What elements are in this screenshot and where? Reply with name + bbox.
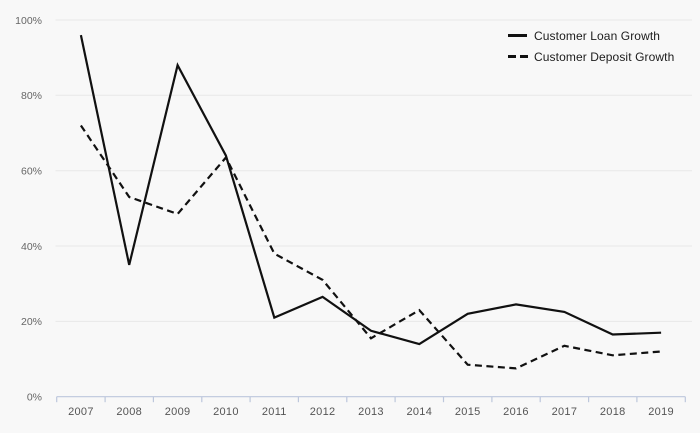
x-axis-tick-label: 2014 [406,406,432,418]
x-axis-tick-label: 2017 [552,406,578,418]
x-axis-tick-label: 2007 [68,406,94,418]
dashed-line-swatch-icon [508,55,528,58]
y-axis-tick-label: 0% [27,392,42,404]
x-axis-tick-label: 2015 [455,406,481,418]
legend-item-loan-growth: Customer Loan Growth [508,26,674,45]
y-axis-tick-label: 40% [21,241,42,253]
legend-label: Customer Deposit Growth [534,49,675,64]
x-axis-tick-label: 2010 [213,406,239,418]
x-axis-tick-label: 2011 [262,406,287,418]
loan-growth-line [79,34,662,346]
solid-line-swatch-icon [508,34,528,37]
legend-label: Customer Loan Growth [534,28,661,43]
y-axis-tick-label: 20% [21,316,42,328]
x-axis-tick-label: 2016 [503,406,529,418]
y-axis-tick-label: 100% [15,15,42,27]
y-axis-tick-label: 80% [21,90,42,102]
x-axis-tick-label: 2013 [358,406,384,418]
y-axis-tick-label: 60% [21,166,42,178]
x-axis-tick-label: 2008 [116,406,142,418]
deposit-growth-line [79,124,662,370]
x-axis-tick-label: 2019 [648,406,674,418]
chart-legend: Customer Loan Growth Customer Deposit Gr… [508,26,674,66]
x-axis-tick-label: 2012 [310,406,336,418]
x-axis-tick-label: 2018 [600,406,626,418]
legend-item-deposit-growth: Customer Deposit Growth [508,47,674,66]
x-axis-tick-label: 2009 [165,406,191,418]
